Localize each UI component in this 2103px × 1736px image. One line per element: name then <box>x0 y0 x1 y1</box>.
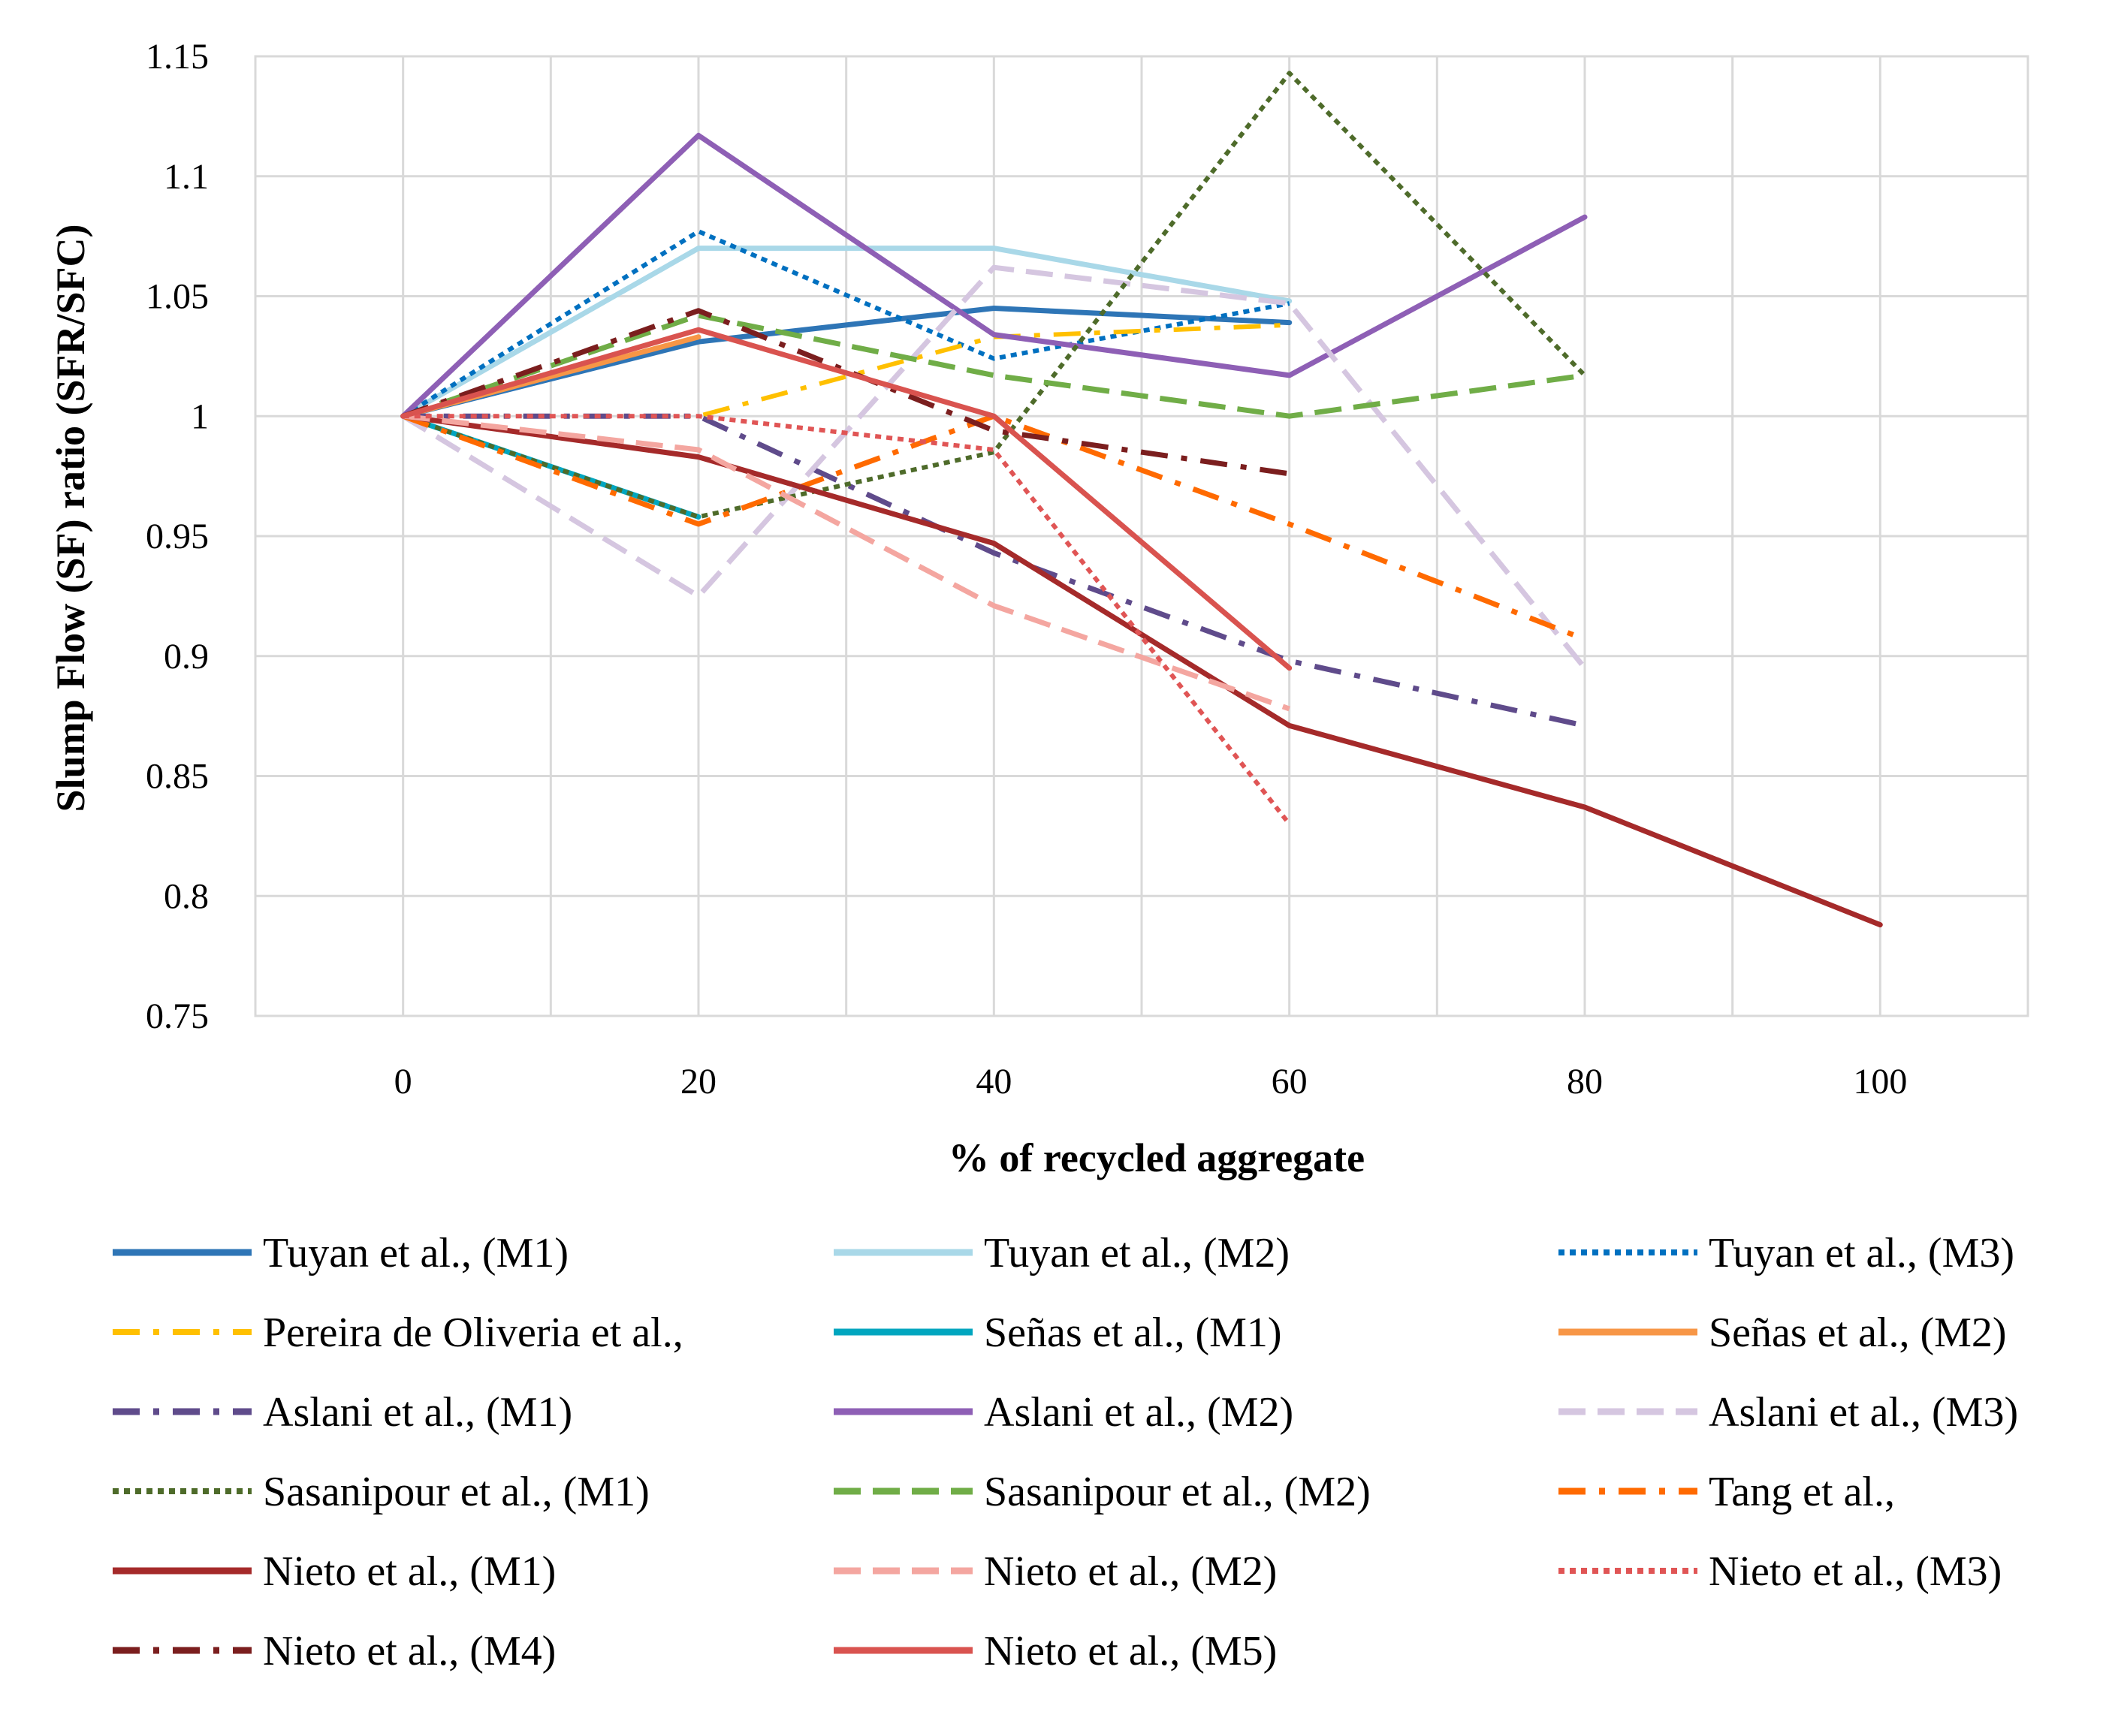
legend-label-14: Nieto et al., (M2) <box>984 1548 1277 1595</box>
legend-label-11: Sasanipour et al., (M2) <box>984 1469 1371 1515</box>
x-axis-tick-labels: 0 20 40 60 80 100 <box>394 1062 1908 1102</box>
legend-label-16: Nieto et al., (M4) <box>263 1628 556 1674</box>
legend-label-8: Aslani et al., (M2) <box>984 1389 1293 1436</box>
series-line-14 <box>403 413 1290 712</box>
y-axis-title: Slump Flow (SF) ratio (SFR/SFC) <box>48 225 93 812</box>
series-line-11 <box>402 312 1586 419</box>
plot-frame <box>254 55 2029 1017</box>
x-tick-label: 0 <box>394 1062 412 1102</box>
x-tick-label: 100 <box>1853 1062 1907 1102</box>
y-tick-label: 1.1 <box>164 157 209 197</box>
series-line-10 <box>402 71 1587 520</box>
series-lines <box>400 71 1883 928</box>
y-tick-label: 0.95 <box>146 517 209 556</box>
series-line-8 <box>400 132 1588 419</box>
y-axis-tick-labels: 0.75 0.8 0.85 0.9 0.95 1 1.05 1.1 1.15 <box>146 37 209 1036</box>
x-tick-label: 80 <box>1567 1062 1603 1102</box>
legend-label-17: Nieto et al., (M5) <box>984 1628 1277 1674</box>
y-tick-label: 1 <box>191 396 209 436</box>
legend-label-1: Tuyan et al., (M1) <box>263 1230 569 1276</box>
legend-label-9: Aslani et al., (M3) <box>1709 1389 2018 1436</box>
series-line-13 <box>400 413 1883 928</box>
series-line-17 <box>400 327 1293 671</box>
legend-label-15: Nieto et al., (M3) <box>1709 1548 2002 1595</box>
y-tick-label: 1.05 <box>146 277 209 317</box>
x-tick-label: 20 <box>680 1062 717 1102</box>
legend-label-6: Señas et al., (M2) <box>1709 1310 2007 1356</box>
legend-label-4: Pereira de Oliveria et al., <box>263 1310 683 1356</box>
x-axis-title: % of recycled aggregate <box>949 1135 1365 1180</box>
series-line-3 <box>402 229 1290 418</box>
legend-label-7: Aslani et al., (M1) <box>263 1389 572 1436</box>
legend-label-2: Tuyan et al., (M2) <box>984 1230 1290 1276</box>
plot-area-border <box>254 55 2029 1017</box>
series-line-16 <box>402 308 1290 477</box>
legend-label-12: Tang et al., <box>1709 1469 1895 1515</box>
y-tick-label: 0.8 <box>164 876 209 916</box>
series-line-9 <box>401 264 1587 670</box>
legend: Tuyan et al., (M1) Tuyan et al., (M2) Tuya… <box>113 1230 2018 1674</box>
y-tick-label: 1.15 <box>146 37 209 77</box>
legend-label-10: Sasanipour et al., (M1) <box>263 1469 650 1515</box>
series-line-15 <box>403 414 1292 826</box>
y-tick-label: 0.85 <box>146 757 209 797</box>
y-tick-label: 0.75 <box>146 996 209 1036</box>
x-tick-label: 60 <box>1272 1062 1308 1102</box>
legend-label-13: Nieto et al., (M1) <box>263 1548 556 1595</box>
series-line-2 <box>400 246 1293 419</box>
y-tick-label: 0.9 <box>164 637 209 677</box>
x-tick-label: 40 <box>976 1062 1012 1102</box>
legend-label-3: Tuyan et al., (M3) <box>1709 1230 2014 1276</box>
legend-label-5: Señas et al., (M1) <box>984 1310 1282 1356</box>
